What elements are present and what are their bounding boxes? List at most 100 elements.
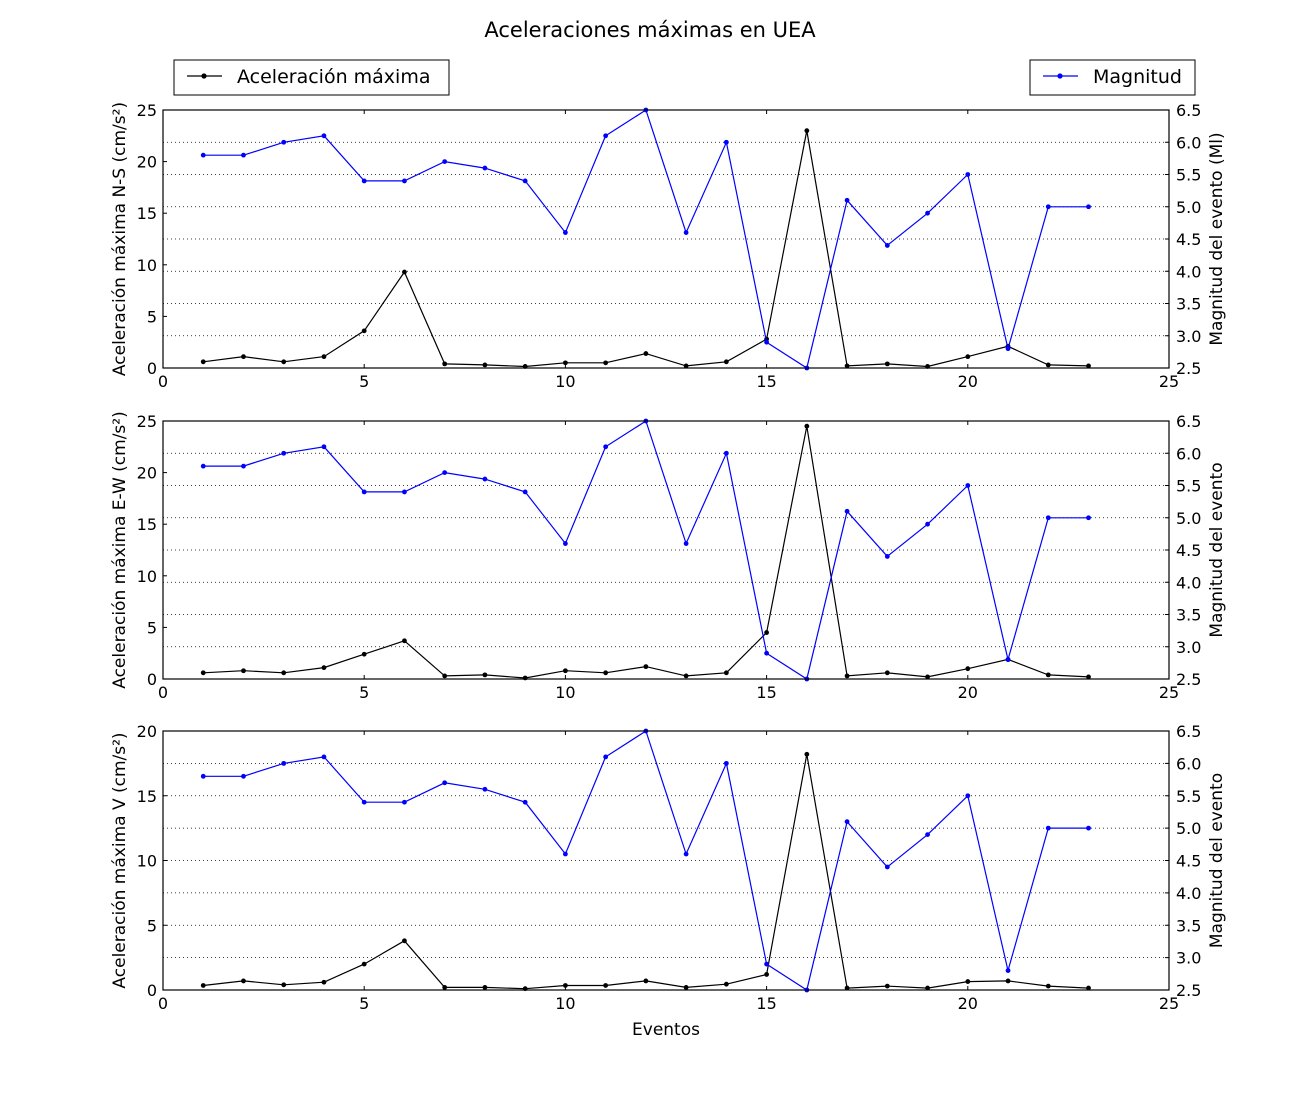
legend-right-marker-sample [1057,73,1063,79]
acceleration-data-point [1045,362,1051,368]
acceleration-data-point [643,664,649,670]
acceleration-data-point [884,670,890,676]
y2-tick-label: 4.5 [1176,541,1201,560]
magnitude-data-point [1005,968,1011,973]
magnitude-data-point [402,799,407,805]
y-tick-label: 20 [137,153,157,172]
magnitude-data-point [1045,204,1051,210]
magnitude-data-point [361,178,367,184]
acceleration-data-point [844,985,850,991]
acceleration-data-point [804,423,810,429]
magnitude-data-point [1005,657,1011,663]
y2-tick-label: 4.0 [1176,573,1201,592]
x-tick-label: 25 [1159,994,1179,1013]
acceleration-data-point [1045,672,1051,678]
y2-axis-label-ew: Magnitud del evento [1207,462,1227,637]
magnitude-data-point [965,172,971,177]
magnitude-data-point [1086,515,1091,521]
acceleration-data-point [361,328,367,334]
acceleration-data-point [965,666,971,672]
acceleration-data-point [563,668,568,674]
magnitude-data-point [1086,204,1091,210]
magnitude-data-point [482,476,488,482]
acceleration-data-point [1005,978,1011,984]
acceleration-data-point [361,961,367,967]
y2-tick-label: 3.0 [1176,638,1201,657]
magnitude-data-point [723,760,729,766]
acceleration-data-point [643,351,649,356]
magnitude-data-point [884,864,890,870]
acceleration-data-point [1086,674,1091,680]
acceleration-data-point [643,978,649,984]
axes-frame [162,109,1170,369]
magnitude-data-point [1045,825,1051,831]
acceleration-data-point [965,979,971,984]
acceleration-data-point [925,674,930,680]
acceleration-data-point [482,985,488,990]
legend-left-marker-sample [201,73,207,79]
acceleration-data-point [321,979,327,985]
y2-tick-label: 5.0 [1176,198,1201,217]
acceleration-data-point [402,269,407,275]
y2-tick-label: 5.0 [1176,819,1201,838]
acceleration-data-point [884,361,890,367]
y-tick-label: 10 [137,256,157,275]
magnitude-data-point [884,554,890,559]
acceleration-data-point [804,751,810,757]
magnitude-data-point [361,799,367,805]
acceleration-data-point [482,672,488,678]
panel-ew: 0 5 10 15 20 2505101520252.53.03.54.04.55.05.… [110,411,1227,702]
y2-tick-label: 3.0 [1176,949,1201,968]
legend-right-frame [1029,59,1196,96]
acceleration-data-point [723,981,729,987]
y2-tick-label: 4.0 [1176,262,1201,281]
legend-left-frame [173,59,450,96]
x-tick-label: 10 [555,994,575,1013]
acceleration-data-point [884,983,890,989]
magnitude-data-point [844,197,850,203]
magnitude-data-point [321,133,327,139]
y2-tick-label: 3.5 [1176,295,1201,314]
y2-tick-label: 4.0 [1176,884,1201,903]
magnitude-data-point [241,152,246,158]
legend-right-label: Magnitud [1093,66,1182,88]
legend-left: Aceleración máxima [173,59,450,96]
y2-axis-label-ns: Magnitud del evento (Ml) [1207,132,1227,345]
x-tick-label: 15 [756,372,776,391]
acceleration-data-point [281,359,287,365]
y-tick-label: 25 [137,412,157,431]
y2-tick-label: 4.5 [1176,852,1201,871]
y-tick-label: 5 [147,618,157,637]
x-tick-label: 5 [359,372,369,391]
x-axis-label: Eventos [632,1020,700,1040]
magnitude-data-point [241,773,246,779]
acceleration-data-point [844,363,850,369]
x-tick-label: 10 [555,683,575,702]
x-tick-label: 15 [756,683,776,702]
magnitude-data-point [925,832,930,837]
magnitude-data-point [402,489,407,495]
legend-right: Magnitud [1029,59,1196,96]
acceleration-data-point [361,651,367,657]
magnitude-data-point [200,152,206,158]
acceleration-data-point [1045,983,1051,989]
y2-tick-label: 2.5 [1176,670,1201,689]
magnitude-data-point [200,773,206,779]
magnitude-data-point [1005,346,1011,352]
acceleration-data-point [804,128,810,134]
acceleration-data-point [1086,363,1091,369]
acceleration-data-point [281,670,287,676]
acceleration-data-point [442,361,448,367]
acceleration-data-point [1086,985,1091,991]
y2-tick-label: 6.5 [1176,101,1201,120]
x-tick-label: 25 [1159,372,1179,391]
magnitude-data-point [522,799,528,805]
magnitude-data-point [884,243,890,248]
y-tick-label: 10 [137,567,157,586]
axes-frame [162,420,1170,680]
y-tick-label: 20 [137,464,157,483]
x-tick-label: 20 [958,372,978,391]
axes-frame [162,730,1170,991]
magnitude-data-point [723,139,729,145]
magnitude-data-point [321,444,327,450]
